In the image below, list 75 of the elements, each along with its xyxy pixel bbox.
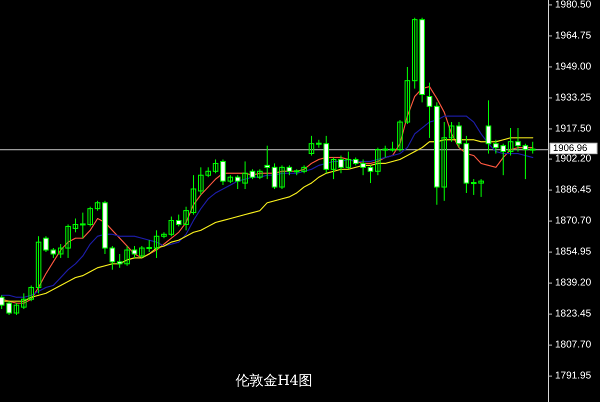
candlestick [132,246,138,258]
candlestick [72,218,78,233]
candlestick [250,168,256,180]
candlestick [58,244,64,258]
candlestick [522,143,528,180]
y-tick-label: 1839.20 [555,278,592,289]
candlestick [220,158,226,186]
candlestick [346,151,352,170]
candlestick [168,216,174,237]
candlestick [530,141,536,154]
y-tick-label: 1964.75 [555,30,592,42]
candlestick [183,206,189,231]
candlestick [448,122,454,142]
candlestick [139,246,145,258]
candlestick [308,135,314,156]
y-tick-label: 1870.70 [555,216,592,227]
candlestick [412,17,418,90]
candlestick [368,164,374,184]
candlestick [14,302,20,316]
candlestick [43,236,49,252]
candlestick [338,155,344,174]
candlestick [80,212,86,239]
candlestick [6,300,12,316]
candlestick [456,122,462,148]
text: 伦敦金H4图 [235,373,313,389]
candlestick [116,253,122,268]
candlestick [508,127,514,156]
candlestick [94,200,100,212]
candlestick [234,174,240,190]
ref-line-label: 1906.96 [553,142,588,154]
y-tick-label: 1854.95 [555,246,592,258]
candlestick [493,139,499,154]
y-tick-label: 1917.50 [555,123,592,134]
candlestick [36,236,42,294]
candlestick [65,224,71,258]
y-tick-label: 1980.50 [555,0,592,10]
candlestick [257,168,263,180]
candlestick [470,178,477,196]
y-tick-label: 1949.00 [555,61,592,72]
candlestick [286,164,292,176]
candlestick [190,174,196,216]
y-tick-label: 1823.45 [555,308,592,320]
y-tick-label: 1902.20 [555,154,592,165]
candlestick [264,145,270,180]
candlestick [375,147,381,176]
candlestick [330,156,336,180]
y-tick-label: 1886.45 [555,184,592,196]
candlestick [50,248,56,258]
candlestick [441,122,448,202]
candlestick [87,206,93,227]
candlestick [124,246,130,266]
candlestick [272,162,278,190]
candlestick [500,143,506,176]
candlestick [205,166,211,178]
candlestick [478,178,484,198]
candlestick [28,284,34,302]
candlestick [382,145,388,158]
y-tick-label: 1807.70 [555,340,592,351]
candlestick [110,246,116,270]
candlestick [154,230,160,258]
y-tick-label: 1933.25 [555,92,592,104]
candlestick [212,158,218,174]
candlestick [360,158,366,176]
candlestick [146,240,152,252]
candlestick [390,141,396,152]
candlestick [515,127,521,152]
candlestick [404,66,410,125]
candlestick [0,294,4,310]
candlestick [486,100,492,154]
y-tick-label: 1791.95 [555,370,592,382]
candlestick [21,292,27,310]
candlestick [242,160,248,190]
candlestick [176,214,182,227]
candlestick [198,166,204,196]
candlestick [426,82,432,138]
